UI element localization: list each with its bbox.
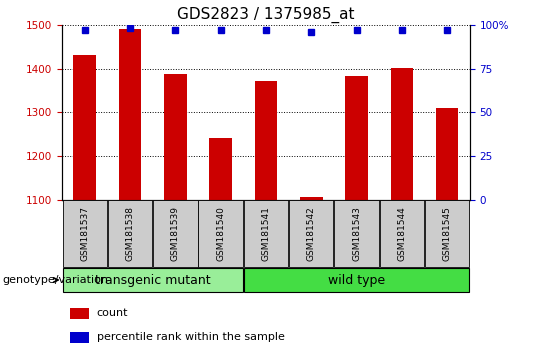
- FancyBboxPatch shape: [244, 200, 288, 267]
- Bar: [70, 332, 89, 343]
- FancyBboxPatch shape: [244, 268, 469, 292]
- Bar: [164, 74, 187, 200]
- Text: GSM181537: GSM181537: [80, 206, 89, 261]
- FancyBboxPatch shape: [425, 200, 469, 267]
- FancyBboxPatch shape: [63, 268, 243, 292]
- Bar: [73, 56, 96, 200]
- Bar: [390, 68, 413, 200]
- Text: GSM181542: GSM181542: [307, 206, 316, 261]
- Text: transgenic mutant: transgenic mutant: [95, 274, 211, 286]
- Text: GSM181540: GSM181540: [216, 206, 225, 261]
- Text: GSM181545: GSM181545: [443, 206, 451, 261]
- Bar: [345, 76, 368, 200]
- Bar: [300, 196, 322, 200]
- Bar: [70, 308, 89, 319]
- Title: GDS2823 / 1375985_at: GDS2823 / 1375985_at: [177, 7, 355, 23]
- Text: GSM181544: GSM181544: [397, 206, 406, 261]
- Text: wild type: wild type: [328, 274, 385, 286]
- FancyBboxPatch shape: [108, 200, 152, 267]
- FancyBboxPatch shape: [63, 200, 107, 267]
- FancyBboxPatch shape: [334, 200, 379, 267]
- FancyBboxPatch shape: [380, 200, 424, 267]
- Bar: [210, 138, 232, 200]
- Text: GSM181543: GSM181543: [352, 206, 361, 261]
- Text: genotype/variation: genotype/variation: [3, 275, 109, 285]
- Bar: [436, 108, 458, 200]
- Text: percentile rank within the sample: percentile rank within the sample: [97, 332, 285, 342]
- FancyBboxPatch shape: [289, 200, 333, 267]
- Text: count: count: [97, 308, 129, 318]
- Text: GSM181539: GSM181539: [171, 206, 180, 261]
- FancyBboxPatch shape: [199, 200, 243, 267]
- Text: GSM181538: GSM181538: [126, 206, 134, 261]
- Text: GSM181541: GSM181541: [261, 206, 271, 261]
- FancyBboxPatch shape: [153, 200, 198, 267]
- Bar: [255, 81, 277, 200]
- Bar: [119, 29, 141, 200]
